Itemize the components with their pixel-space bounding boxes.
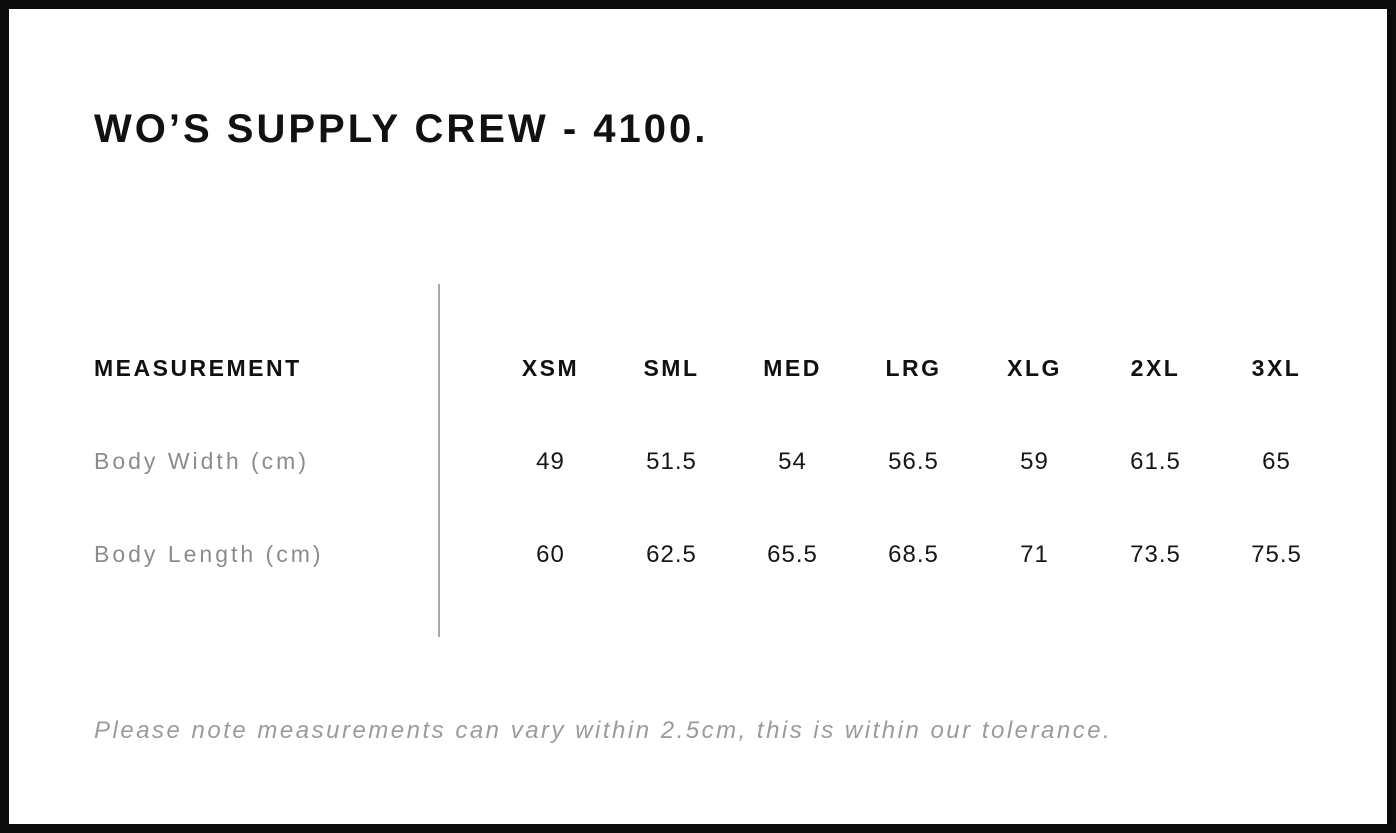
body-length-xsm: 60 <box>536 540 565 568</box>
size-header-2xl: 2XL <box>1130 355 1181 381</box>
body-length-2xl: 73.5 <box>1130 540 1181 568</box>
body-length-sml: 62.5 <box>646 540 697 568</box>
tolerance-note: Please note measurements can vary within… <box>94 717 1113 744</box>
body-length-med: 65.5 <box>767 540 818 568</box>
body-width-sml: 51.5 <box>646 447 697 475</box>
body-length-lrg: 68.5 <box>888 540 939 568</box>
body-width-2xl: 61.5 <box>1130 447 1181 475</box>
size-header-xlg: XLG <box>1007 355 1062 381</box>
size-header-sml: SML <box>643 355 700 381</box>
size-header-xsm: XSM <box>521 355 580 381</box>
size-header-lrg: LRG <box>885 355 942 381</box>
body-length-xlg: 71 <box>1020 540 1049 568</box>
body-width-lrg: 56.5 <box>888 447 939 475</box>
body-width-med: 54 <box>778 447 807 475</box>
column-divider <box>438 284 440 637</box>
body-length-3xl: 75.5 <box>1251 540 1302 568</box>
page-title: WO’S SUPPLY CREW - 4100. <box>94 107 709 151</box>
size-header-3xl: 3XL <box>1251 355 1302 381</box>
measurement-column-header: MEASUREMENT <box>94 355 302 381</box>
body-width-3xl: 65 <box>1262 447 1291 475</box>
row-label-body-length: Body Length (cm) <box>94 541 324 567</box>
body-width-xsm: 49 <box>536 447 565 475</box>
body-width-xlg: 59 <box>1020 447 1049 475</box>
row-label-body-width: Body Width (cm) <box>94 448 309 474</box>
size-header-med: MED <box>763 355 822 381</box>
size-table: MEASUREMENT XSM SML MED LRG XLG 2XL 3XL … <box>94 322 1337 601</box>
